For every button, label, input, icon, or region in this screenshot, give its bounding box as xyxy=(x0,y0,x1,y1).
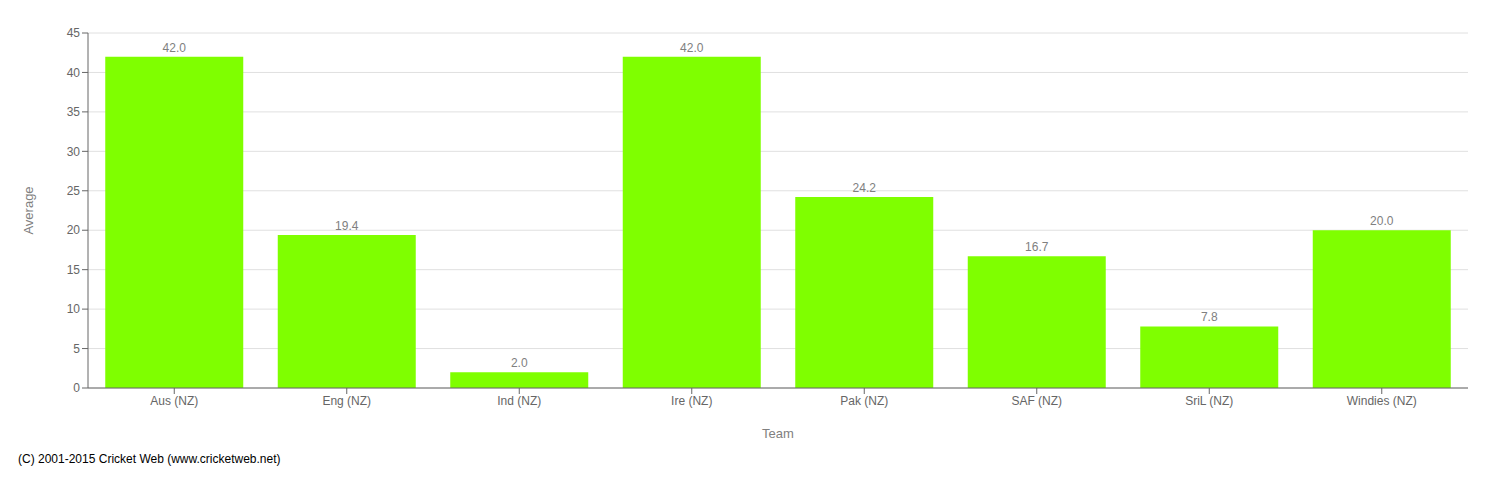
svg-text:25: 25 xyxy=(67,184,81,198)
svg-text:0: 0 xyxy=(73,381,80,395)
svg-text:20: 20 xyxy=(67,223,81,237)
svg-text:Eng (NZ): Eng (NZ) xyxy=(322,394,371,408)
svg-text:16.7: 16.7 xyxy=(1025,240,1049,254)
svg-text:Ind (NZ): Ind (NZ) xyxy=(497,394,541,408)
svg-text:Average: Average xyxy=(21,186,36,234)
svg-text:2.0: 2.0 xyxy=(511,356,528,370)
svg-text:42.0: 42.0 xyxy=(163,41,187,55)
svg-text:Ire (NZ): Ire (NZ) xyxy=(671,394,712,408)
html-text:(C) 2001-2015 Cricket Web (www: (C) 2001-2015 Cricket Web (www.cricketwe… xyxy=(18,452,281,466)
svg-text:24.2: 24.2 xyxy=(853,181,877,195)
svg-text:Aus (NZ): Aus (NZ) xyxy=(150,394,198,408)
svg-text:45: 45 xyxy=(67,26,81,40)
svg-text:5: 5 xyxy=(73,342,80,356)
svg-text:Windies (NZ): Windies (NZ) xyxy=(1347,394,1417,408)
svg-text:19.4: 19.4 xyxy=(335,219,359,233)
svg-text:10: 10 xyxy=(67,302,81,316)
svg-text:20.0: 20.0 xyxy=(1370,214,1394,228)
svg-text:Team: Team xyxy=(762,426,794,441)
svg-text:40: 40 xyxy=(67,66,81,80)
svg-text:Pak (NZ): Pak (NZ) xyxy=(840,394,888,408)
svg-text:SAF (NZ): SAF (NZ) xyxy=(1011,394,1062,408)
svg-text:SriL (NZ): SriL (NZ) xyxy=(1185,394,1233,408)
svg-text:35: 35 xyxy=(67,105,81,119)
svg-text:30: 30 xyxy=(67,145,81,159)
svg-text:15: 15 xyxy=(67,263,81,277)
svg-text:7.8: 7.8 xyxy=(1201,310,1218,324)
svg-text:42.0: 42.0 xyxy=(680,41,704,55)
